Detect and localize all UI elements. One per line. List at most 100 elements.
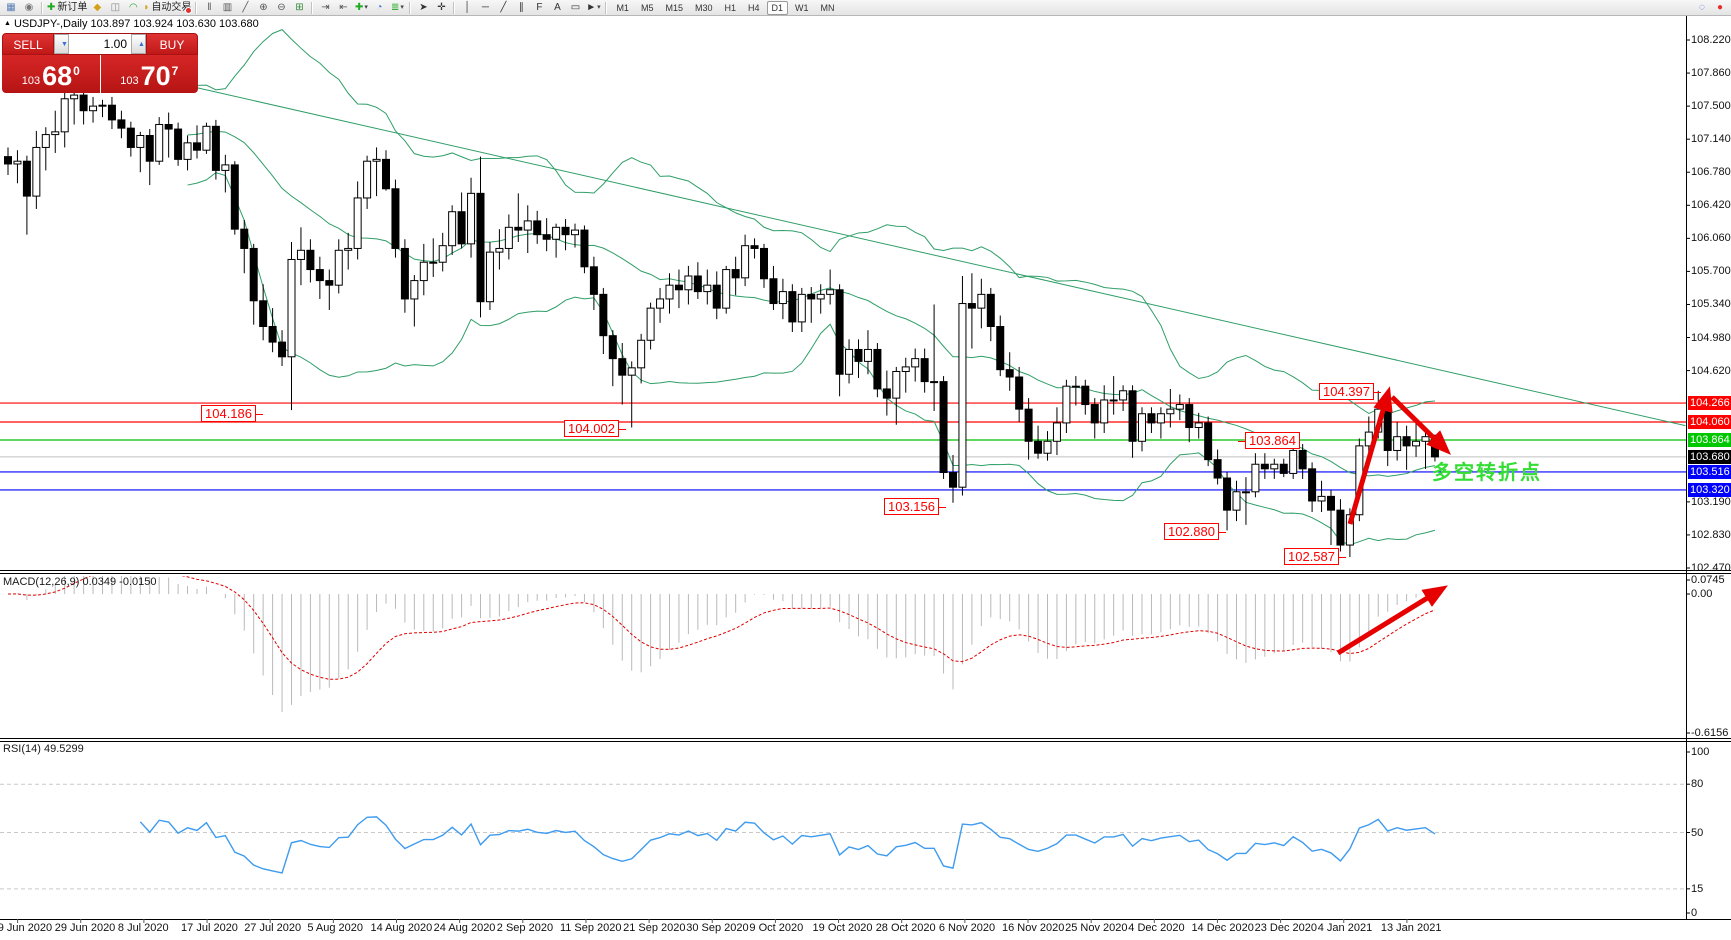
candles-chart-icon[interactable]: ▥ xyxy=(222,1,233,13)
date-axis-label: 17 Jul 2020 xyxy=(181,922,238,934)
notification-icon[interactable]: ● xyxy=(1716,1,1724,13)
price-axis-tick: 102.470 xyxy=(1691,562,1731,574)
swing-price-label[interactable]: 104.002 xyxy=(564,420,626,437)
chart-window-icon[interactable]: ▦ xyxy=(6,1,16,13)
price-level-badge: 104.266 xyxy=(1688,396,1731,411)
date-axis-label: 14 Dec 2020 xyxy=(1191,922,1254,934)
date-axis-label: 19 Oct 2020 xyxy=(812,922,873,934)
date-axis-label: 4 Dec 2020 xyxy=(1128,922,1185,934)
cursor-icon[interactable]: ➤ xyxy=(419,1,428,13)
price-axis-tick: 104.980 xyxy=(1691,331,1731,344)
rsi-axis-tick: 80 xyxy=(1691,778,1704,791)
timeframe-button-m15[interactable]: M15 xyxy=(665,2,683,13)
price-axis-tick: 107.500 xyxy=(1691,100,1731,113)
bars-chart-icon[interactable]: ǁ xyxy=(207,1,212,13)
timeframe-button-m30[interactable]: M30 xyxy=(694,2,713,13)
timeframe-button-h4[interactable]: H4 xyxy=(748,2,760,13)
date-axis-label: 11 Sep 2020 xyxy=(559,922,622,934)
toolbar-separator xyxy=(195,1,198,14)
volume-down-button[interactable]: ▼ xyxy=(54,34,69,54)
profiles-icon[interactable]: ◔ xyxy=(376,1,383,13)
zoom-out-icon[interactable]: ⊖ xyxy=(277,1,286,13)
signals-icon[interactable]: ◠ xyxy=(129,1,138,13)
swing-price-label[interactable]: 102.587 xyxy=(1284,548,1346,565)
channel-icon[interactable]: ∥ xyxy=(518,1,524,13)
timeframe-button-w1[interactable]: W1 xyxy=(795,2,809,13)
swing-price-label[interactable]: 104.186 xyxy=(201,405,263,422)
collapse-triangle-icon[interactable]: ▲ xyxy=(4,20,11,27)
price-axis-tick: 106.420 xyxy=(1691,199,1731,212)
autotrading-button[interactable]: ◗ 自动交易 xyxy=(143,1,193,14)
buy-price-tile[interactable]: 103 70 7 xyxy=(100,55,198,93)
price-axis-tick: 107.860 xyxy=(1691,67,1731,80)
buy-button[interactable]: BUY xyxy=(146,33,198,55)
sell-price-tile[interactable]: 103 68 0 xyxy=(2,55,100,93)
fibonacci-icon[interactable]: F xyxy=(536,1,543,13)
volume-input[interactable] xyxy=(69,34,131,54)
macd-axis-tick: -0.6156 xyxy=(1691,727,1729,739)
text-icon[interactable]: A xyxy=(554,1,561,13)
price-axis-tick: 106.060 xyxy=(1691,232,1731,245)
date-axis-label: 6 Nov 2020 xyxy=(938,922,996,934)
price-level-badge: 103.320 xyxy=(1688,482,1731,497)
new-chart-icon[interactable]: ✚ ▾ xyxy=(354,1,368,13)
date-axis-label: 30 Sep 2020 xyxy=(686,922,749,934)
search-icon[interactable]: ◌ xyxy=(1699,1,1705,13)
zoom-in-icon[interactable]: ⊕ xyxy=(259,1,268,13)
date-axis-label: 24 Aug 2020 xyxy=(433,922,496,934)
swing-price-label[interactable]: 103.864 xyxy=(1238,432,1300,449)
publisher-icon[interactable]: ◫ xyxy=(110,1,121,13)
swing-price-label[interactable]: 103.156 xyxy=(884,498,946,515)
price-axis-tick: 102.830 xyxy=(1691,528,1731,541)
crosshair-icon[interactable]: ✛ xyxy=(437,1,446,13)
timeframe-button-h1[interactable]: H1 xyxy=(724,2,737,13)
date-axis-label: 2 Sep 2020 xyxy=(496,922,554,934)
date-axis-label: 8 Jul 2020 xyxy=(117,922,169,934)
price-axis-tick: 107.140 xyxy=(1691,133,1731,146)
timeframe-button-m5[interactable]: M5 xyxy=(640,2,654,13)
autotrading-status-dot xyxy=(185,6,193,14)
date-axis-label: 29 Jun 2020 xyxy=(54,922,116,934)
main-toolbar: ▦ ◉ ✚ 新订单 ◆ ◫ ◠ ◗ 自动交易 ǁ ▥ ╱ ⊕ ⊖ ⊞ ⇥ ⇤ ✚ ▾ ◔ ≣ ▾ ➤ ✛ │ ─ ╱ ∥ F A ▭ ► ▾ M1… xyxy=(0,0,1731,16)
date-axis-label: 23 Dec 2020 xyxy=(1254,922,1317,934)
rsi-axis-tick: 15 xyxy=(1691,882,1704,895)
macd-axis-tick: 0.00 xyxy=(1691,588,1713,600)
swing-price-label[interactable]: 102.880 xyxy=(1164,523,1226,540)
vertical-line-icon[interactable]: │ xyxy=(464,1,471,13)
swing-price-label[interactable]: 104.397 xyxy=(1319,383,1381,400)
timeframe-button-d1[interactable]: D1 xyxy=(766,0,789,15)
volume-up-button[interactable]: ▲ xyxy=(131,34,146,54)
toolbar-separator xyxy=(409,1,412,14)
rsi-axis-tick: 50 xyxy=(1691,826,1704,839)
price-axis-tick: 104.620 xyxy=(1691,364,1731,377)
price-axis-tick: 105.340 xyxy=(1691,298,1731,311)
market-depth-icon[interactable]: ◆ xyxy=(93,1,102,13)
toolbar-separator xyxy=(311,1,314,14)
label-icon[interactable]: ▭ xyxy=(570,1,581,13)
new-order-button[interactable]: ✚ 新订单 xyxy=(47,1,88,13)
chart-shift-icon[interactable]: ⇤ xyxy=(339,1,348,13)
horizontal-line-icon[interactable]: ─ xyxy=(481,1,489,13)
tile-windows-icon[interactable]: ⊞ xyxy=(295,1,304,13)
date-axis-label: 27 Jul 2020 xyxy=(244,922,302,934)
indicators-icon[interactable]: ≣ ▾ xyxy=(390,1,404,13)
volume-stepper: ▼ ▲ xyxy=(54,33,146,55)
line-chart-icon[interactable]: ╱ xyxy=(242,1,249,13)
market-watch-icon[interactable]: ◉ xyxy=(24,1,34,13)
price-level-badge: 103.516 xyxy=(1688,464,1731,479)
timeframe-button-m1[interactable]: M1 xyxy=(616,2,629,13)
chinese-annotation-text[interactable]: 多空转折点 xyxy=(1432,462,1542,484)
sell-button[interactable]: SELL xyxy=(2,33,54,55)
auto-scroll-icon[interactable]: ⇥ xyxy=(321,1,330,13)
chart-symbol-title: ▲ USDJPY-,Daily 103.897 103.924 103.630 1… xyxy=(4,18,259,30)
price-axis-tick: 103.190 xyxy=(1691,495,1731,508)
current-price-badge: 103.680 xyxy=(1688,449,1731,464)
date-axis-label: 21 Sep 2020 xyxy=(623,922,686,934)
arrows-icon[interactable]: ► ▾ xyxy=(586,1,601,13)
trendline-icon[interactable]: ╱ xyxy=(500,1,507,13)
date-axis-label: 9 Oct 2020 xyxy=(749,922,804,934)
toolbar-separator xyxy=(453,1,456,14)
timeframe-button-mn[interactable]: MN xyxy=(820,2,835,13)
